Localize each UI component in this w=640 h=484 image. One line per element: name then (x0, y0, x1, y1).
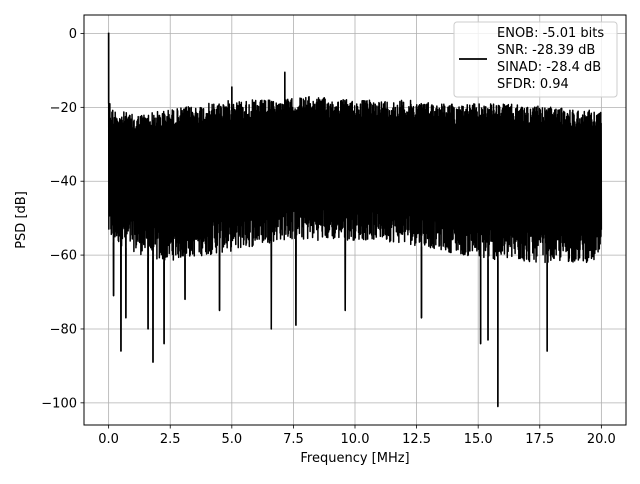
legend-sinad: SINAD: -28.4 dB (497, 60, 601, 75)
x-tick-label: 7.5 (283, 432, 304, 447)
legend-box (453, 21, 618, 98)
y-tick-label: 0 (69, 27, 77, 42)
legend-sfdr: SFDR: 0.94 (497, 77, 569, 92)
x-tick-label: 20.0 (587, 432, 616, 447)
y-tick-label: −20 (50, 101, 77, 116)
x-tick-label: 10.0 (341, 432, 370, 447)
legend-enob: ENOB: -5.01 bits (497, 26, 604, 41)
y-tick-label: −60 (50, 249, 77, 264)
y-axis-label: PSD [dB] (14, 191, 29, 249)
x-tick-label: 0.0 (98, 432, 119, 447)
psd-series (107, 32, 603, 408)
x-axis-ticks: 0.0 2.5 5.0 7.5 10.0 12.5 15.0 17.5 20.0 (98, 425, 616, 447)
x-tick-label: 12.5 (402, 432, 431, 447)
x-tick-label: 5.0 (221, 432, 242, 447)
y-axis-ticks: 0 −20 −40 −60 −80 −100 (41, 27, 84, 411)
x-tick-label: 15.0 (464, 432, 493, 447)
y-tick-label: −80 (50, 322, 77, 337)
y-tick-label: −100 (41, 396, 77, 411)
x-tick-label: 2.5 (160, 432, 181, 447)
x-axis-label: Frequency [MHz] (300, 451, 409, 466)
legend: ENOB: -5.01 bits SNR: -28.39 dB SINAD: -… (453, 21, 618, 98)
legend-snr: SNR: -28.39 dB (497, 43, 595, 58)
psd-line (107, 32, 603, 408)
x-tick-label: 17.5 (525, 432, 554, 447)
y-tick-label: −40 (50, 175, 77, 190)
